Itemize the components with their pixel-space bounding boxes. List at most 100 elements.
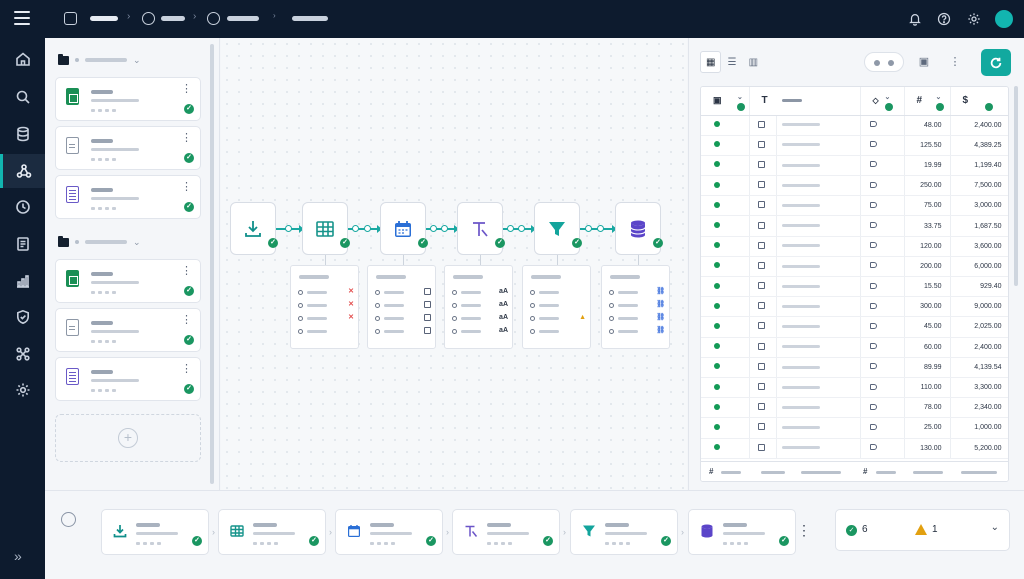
grid-view-icon[interactable]: ▦ xyxy=(700,51,722,73)
breadcrumb-pipeline[interactable] xyxy=(227,16,259,21)
table-row[interactable]: 110.00 3,300.00 xyxy=(701,377,1008,399)
history-icon[interactable] xyxy=(61,512,76,527)
table-row[interactable]: 300.00 9,000.00 xyxy=(701,296,1008,318)
more-options-icon[interactable]: ⋮ xyxy=(181,181,192,193)
column-header-date[interactable]: ▣ ⌄ xyxy=(701,87,750,116)
table-row[interactable]: 45.00 2,025.00 xyxy=(701,316,1008,338)
nav-search-icon[interactable] xyxy=(0,80,45,114)
scrollbar[interactable] xyxy=(210,44,214,484)
column-header-tag[interactable]: ◇ ⌄ xyxy=(860,87,905,116)
table-row[interactable]: 120.00 3,600.00 xyxy=(701,236,1008,257)
chevron-down-icon[interactable]: ⌄ xyxy=(133,54,141,65)
avatar[interactable] xyxy=(994,9,1014,29)
folder-header[interactable]: ⌄ xyxy=(58,53,141,67)
table-row[interactable]: 19.99 1,199.40 xyxy=(701,155,1008,177)
breadcrumb-project[interactable] xyxy=(161,16,185,21)
more-options-icon[interactable]: ⋮ xyxy=(181,265,192,277)
node-detail-card[interactable]: ⛓ ⛓ ⛓ ⛓ xyxy=(601,265,670,349)
pipeline-canvas[interactable]: ✓ ✓ ✓ ✓ ✓ ✓ ✕ ✕ ✕ aA aA xyxy=(221,38,687,490)
node-detail-card[interactable]: ▲ xyxy=(522,265,591,349)
text-transform-node[interactable]: ✓ xyxy=(457,202,505,255)
more-options-icon[interactable]: ⋮ xyxy=(181,363,192,375)
help-icon[interactable] xyxy=(935,10,953,28)
more-options-icon[interactable]: ⋮ xyxy=(181,314,192,326)
run-summary[interactable]: ✓ 6 1 ⌄ xyxy=(835,509,1010,551)
data-table[interactable]: ▣ ⌄ T ◇ ⌄ # ⌄ $ 48.00 2,400.00 125.50 4,389.25… xyxy=(700,86,1009,482)
success-check-icon: ✓ xyxy=(184,153,194,163)
file-card[interactable]: ⋮ ✓ xyxy=(55,77,201,121)
file-card[interactable]: ⋮ ✓ xyxy=(55,308,201,352)
chevron-down-icon[interactable]: ⌄ xyxy=(935,94,942,101)
table-row[interactable]: 78.00 2,340.00 xyxy=(701,397,1008,419)
step-text-transform[interactable]: ✓ xyxy=(452,509,560,555)
step-database[interactable]: ✓ xyxy=(688,509,796,555)
menu-icon[interactable] xyxy=(14,11,30,25)
breadcrumb-current[interactable] xyxy=(292,16,328,21)
nav-settings-icon[interactable] xyxy=(0,373,45,407)
table-row[interactable]: 200.00 6,000.00 xyxy=(701,256,1008,278)
node-detail-card[interactable]: ✕ ✕ ✕ xyxy=(290,265,359,349)
file-card[interactable]: ⋮ ✓ xyxy=(55,126,201,170)
nav-integrations-icon[interactable] xyxy=(0,337,45,371)
table-row[interactable]: 130.00 5,200.00 xyxy=(701,438,1008,459)
calendar-icon[interactable]: ▣ xyxy=(918,56,930,68)
filter-node[interactable]: ✓ xyxy=(534,202,582,255)
column-header-currency[interactable]: $ xyxy=(950,87,1008,116)
table-row[interactable]: 60.00 2,400.00 xyxy=(701,337,1008,358)
expand-rail-icon[interactable]: » xyxy=(14,548,22,564)
scrollbar[interactable] xyxy=(1014,86,1018,286)
chevron-down-icon[interactable]: ⌄ xyxy=(737,94,743,101)
database-node[interactable]: ✓ xyxy=(615,202,663,255)
text-cell xyxy=(776,195,861,217)
folder-header[interactable]: ⌄ xyxy=(58,235,141,249)
table-row[interactable]: 125.50 4,389.25 xyxy=(701,135,1008,156)
chevron-down-icon[interactable]: ⌄ xyxy=(884,94,891,101)
column-header-text[interactable]: T xyxy=(749,87,861,116)
chevron-down-icon[interactable]: ⌄ xyxy=(133,236,141,247)
file-card[interactable]: ⋮ ✓ xyxy=(55,357,201,401)
table-row[interactable]: 25.00 1,000.00 xyxy=(701,417,1008,439)
more-options-icon[interactable]: ⋮ xyxy=(949,56,961,68)
import-node[interactable]: ✓ xyxy=(230,202,278,255)
gear-icon[interactable] xyxy=(965,10,983,28)
nav-analytics-icon[interactable] xyxy=(0,264,45,298)
chart-view-icon[interactable]: ▥ xyxy=(748,56,759,68)
refresh-button[interactable] xyxy=(981,49,1011,76)
plus-icon[interactable]: + xyxy=(118,428,138,448)
nav-report-icon[interactable] xyxy=(0,227,45,261)
table-row[interactable]: 75.00 3,000.00 xyxy=(701,195,1008,217)
list-view-icon[interactable]: ☰ xyxy=(727,56,737,68)
nav-history-icon[interactable] xyxy=(0,190,45,224)
step-schedule[interactable]: ✓ xyxy=(335,509,443,555)
table-row[interactable]: 89.99 4,139.54 xyxy=(701,357,1008,378)
more-options-icon[interactable]: ⋮ xyxy=(181,83,192,95)
file-card[interactable]: ⋮ ✓ xyxy=(55,175,201,219)
chevron-down-icon[interactable]: ⌄ xyxy=(990,522,999,533)
schedule-node[interactable]: ✓ xyxy=(380,202,428,255)
calendar-icon xyxy=(757,261,765,269)
file-card[interactable]: ⋮ ✓ xyxy=(55,259,201,303)
toggle-switch[interactable] xyxy=(864,52,904,72)
nav-home-icon[interactable] xyxy=(0,42,45,76)
more-options-icon[interactable]: ⋮ xyxy=(797,522,811,538)
more-options-icon[interactable]: ⋮ xyxy=(181,132,192,144)
table-row[interactable]: 33.75 1,687.50 xyxy=(701,215,1008,237)
step-filter[interactable]: ✓ xyxy=(570,509,678,555)
workspace-icon[interactable] xyxy=(64,12,77,25)
add-source-dropzone[interactable]: + xyxy=(55,414,201,462)
table-row[interactable]: 250.00 7,500.00 xyxy=(701,175,1008,197)
bell-icon[interactable] xyxy=(906,10,924,28)
step-import[interactable]: ✓ xyxy=(101,509,209,555)
nav-security-icon[interactable] xyxy=(0,300,45,334)
column-header-number[interactable]: # ⌄ xyxy=(904,87,951,116)
table-row[interactable]: 48.00 2,400.00 xyxy=(701,115,1008,136)
table-row[interactable]: 15.50 929.40 xyxy=(701,276,1008,298)
nav-database-icon[interactable] xyxy=(0,117,45,151)
table-node[interactable]: ✓ xyxy=(302,202,350,255)
node-detail-card[interactable]: aA aA aA aA xyxy=(444,265,513,349)
nav-pipeline-icon[interactable] xyxy=(0,154,45,188)
step-table[interactable]: ✓ xyxy=(218,509,326,555)
breadcrumb-workspace[interactable] xyxy=(90,16,118,21)
tag-cell xyxy=(860,236,905,257)
node-detail-card[interactable] xyxy=(367,265,436,349)
